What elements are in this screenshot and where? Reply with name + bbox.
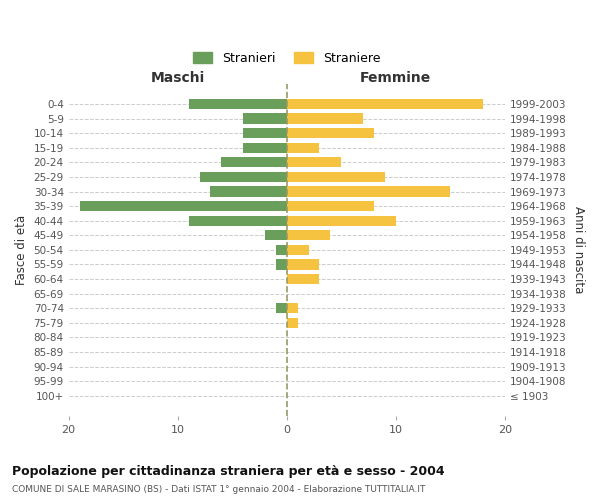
Bar [243,128,287,138]
Bar [188,216,287,226]
Bar [287,274,319,284]
Bar [243,142,287,153]
Y-axis label: Fasce di età: Fasce di età [15,215,28,285]
Text: Femmine: Femmine [360,71,431,85]
Bar [276,245,287,255]
Bar [287,158,341,168]
Bar [287,260,319,270]
Text: Maschi: Maschi [151,71,205,85]
Bar [287,186,451,196]
Bar [287,230,331,240]
Bar [287,318,298,328]
Text: Popolazione per cittadinanza straniera per età e sesso - 2004: Popolazione per cittadinanza straniera p… [12,465,445,478]
Bar [287,245,308,255]
Bar [287,128,374,138]
Bar [243,114,287,124]
Bar [287,114,363,124]
Bar [287,99,483,109]
Bar [287,303,298,314]
Legend: Stranieri, Straniere: Stranieri, Straniere [188,47,385,70]
Text: COMUNE DI SALE MARASINO (BS) - Dati ISTAT 1° gennaio 2004 - Elaborazione TUTTITA: COMUNE DI SALE MARASINO (BS) - Dati ISTA… [12,485,425,494]
Bar [200,172,287,182]
Bar [265,230,287,240]
Bar [221,158,287,168]
Bar [276,260,287,270]
Y-axis label: Anni di nascita: Anni di nascita [572,206,585,294]
Bar [287,142,319,153]
Bar [287,201,374,211]
Bar [80,201,287,211]
Bar [188,99,287,109]
Bar [287,172,385,182]
Bar [287,216,396,226]
Bar [276,303,287,314]
Bar [211,186,287,196]
